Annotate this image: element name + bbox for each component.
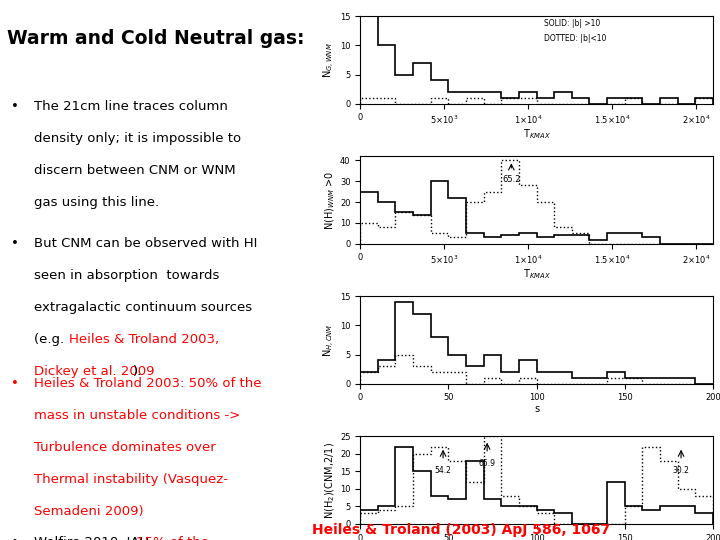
Text: Turbulence dominates over: Turbulence dominates over <box>34 441 216 454</box>
Text: 15% of the: 15% of the <box>137 536 210 540</box>
Text: Thermal instability (Vasquez-: Thermal instability (Vasquez- <box>34 472 228 485</box>
Text: Heiles & Troland 2003,: Heiles & Troland 2003, <box>69 333 220 346</box>
Text: extragalactic continuum sources: extragalactic continuum sources <box>34 301 252 314</box>
Text: ).: ). <box>133 365 143 378</box>
Text: SOLID: |b| >10: SOLID: |b| >10 <box>544 19 600 28</box>
Text: Warm and Cold Neutral gas:: Warm and Cold Neutral gas: <box>7 29 305 48</box>
Text: Heiles & Troland (2003) ApJ 586, 1067: Heiles & Troland (2003) ApJ 586, 1067 <box>312 523 610 537</box>
X-axis label: T$_{KMAX}$: T$_{KMAX}$ <box>523 127 551 141</box>
Y-axis label: N(H)$_{WNM}$ >0: N(H)$_{WNM}$ >0 <box>323 171 337 230</box>
Text: Dickey et al. 2009: Dickey et al. 2009 <box>34 365 159 378</box>
Text: discern between CNM or WNM: discern between CNM or WNM <box>34 164 235 177</box>
Text: But CNM can be observed with HI: But CNM can be observed with HI <box>34 237 258 250</box>
Text: mass in unstable conditions ->: mass in unstable conditions -> <box>34 409 240 422</box>
Text: 30.2: 30.2 <box>672 466 690 475</box>
Text: •: • <box>11 100 19 113</box>
X-axis label: T$_{KMAX}$: T$_{KMAX}$ <box>523 267 551 281</box>
Text: Semadeni 2009): Semadeni 2009) <box>34 504 144 517</box>
Text: The 21cm line traces column: The 21cm line traces column <box>34 100 228 113</box>
X-axis label: s: s <box>534 404 539 414</box>
Text: 65.2: 65.2 <box>502 175 521 184</box>
Text: •: • <box>11 536 19 540</box>
Text: density only; it is impossible to: density only; it is impossible to <box>34 132 241 145</box>
Text: •: • <box>11 376 19 389</box>
Text: DOTTED: |b|<10: DOTTED: |b|<10 <box>544 33 606 43</box>
Text: 65.9: 65.9 <box>479 459 495 468</box>
Text: 54.2: 54.2 <box>435 466 451 475</box>
Text: Wolfire 2010, IAU:: Wolfire 2010, IAU: <box>34 536 158 540</box>
Text: seen in absorption  towards: seen in absorption towards <box>34 269 220 282</box>
Text: Heiles & Troland 2003: 50% of the: Heiles & Troland 2003: 50% of the <box>34 376 261 389</box>
Text: (e.g.: (e.g. <box>34 333 68 346</box>
Text: gas using this line.: gas using this line. <box>34 196 159 209</box>
Text: •: • <box>11 237 19 250</box>
Y-axis label: N$_{G,WNM}$: N$_{G,WNM}$ <box>322 42 337 78</box>
Y-axis label: N$_{H,CNM}$: N$_{H,CNM}$ <box>322 323 337 357</box>
Y-axis label: N(H$_2$)(CNM,2/1): N(H$_2$)(CNM,2/1) <box>323 442 337 518</box>
